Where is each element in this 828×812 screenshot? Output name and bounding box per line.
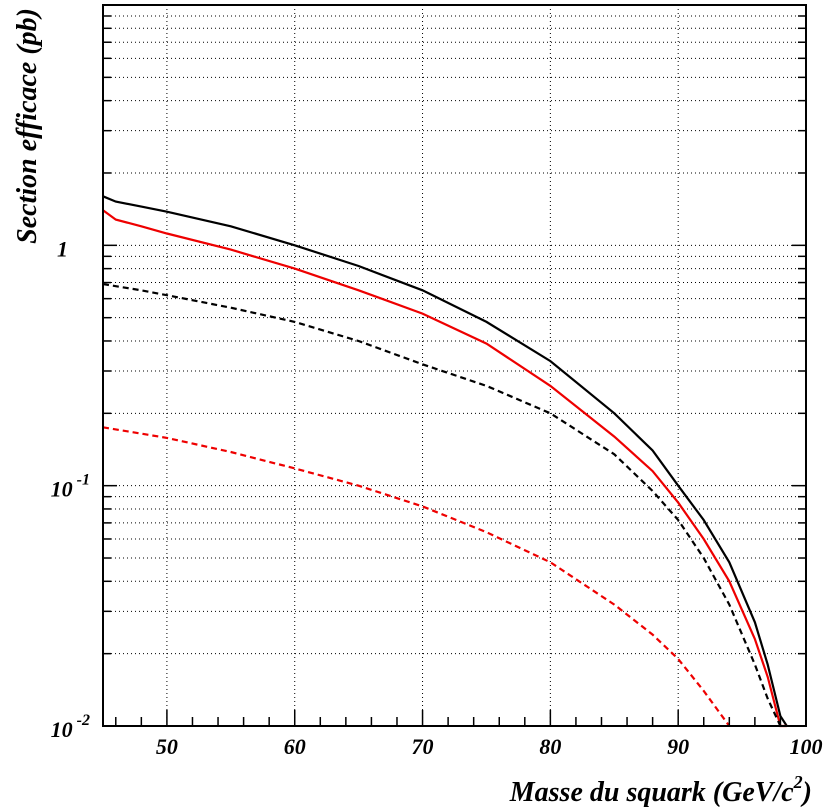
y-tick-label-base: 10 <box>51 717 73 742</box>
x-axis-title-main: Masse du squark (GeV/c <box>509 777 794 808</box>
y-tick-label-base: 1 <box>57 236 68 261</box>
x-tick-label: 50 <box>156 734 178 759</box>
grid <box>103 5 806 726</box>
y-axis-title: Section efficace (pb) <box>12 8 43 244</box>
x-axis-title: Masse du squark (GeV/c2) <box>509 772 812 808</box>
y-tick-label: 10 -1 <box>51 472 90 502</box>
ticks <box>103 15 807 726</box>
x-tick-label: 60 <box>284 734 306 759</box>
x-tick-label: 70 <box>412 734 434 759</box>
x-tick-label: 90 <box>667 734 689 759</box>
series-line-3 <box>102 283 782 727</box>
series-line-4 <box>102 426 731 727</box>
series-layer <box>102 195 788 728</box>
series-line-1 <box>102 195 788 727</box>
y-tick-label: 10 -2 <box>51 712 90 742</box>
x-axis-title-sup: 2 <box>793 772 803 792</box>
x-tick-labels: 50 60 70 80 90 100 <box>156 734 823 759</box>
series-line-2 <box>102 209 787 728</box>
y-tick-labels: 110 -110 -2 <box>51 236 90 742</box>
x-tick-label: 80 <box>539 734 561 759</box>
y-tick-label-base: 10 <box>51 477 73 502</box>
x-axis-title-end: ) <box>800 777 812 808</box>
y-tick-label-exponent: -2 <box>73 712 90 729</box>
y-tick-label: 1 <box>57 236 68 261</box>
y-tick-label-exponent: -1 <box>73 472 90 489</box>
plot-frame <box>102 4 807 727</box>
x-tick-label: 100 <box>790 734 823 759</box>
